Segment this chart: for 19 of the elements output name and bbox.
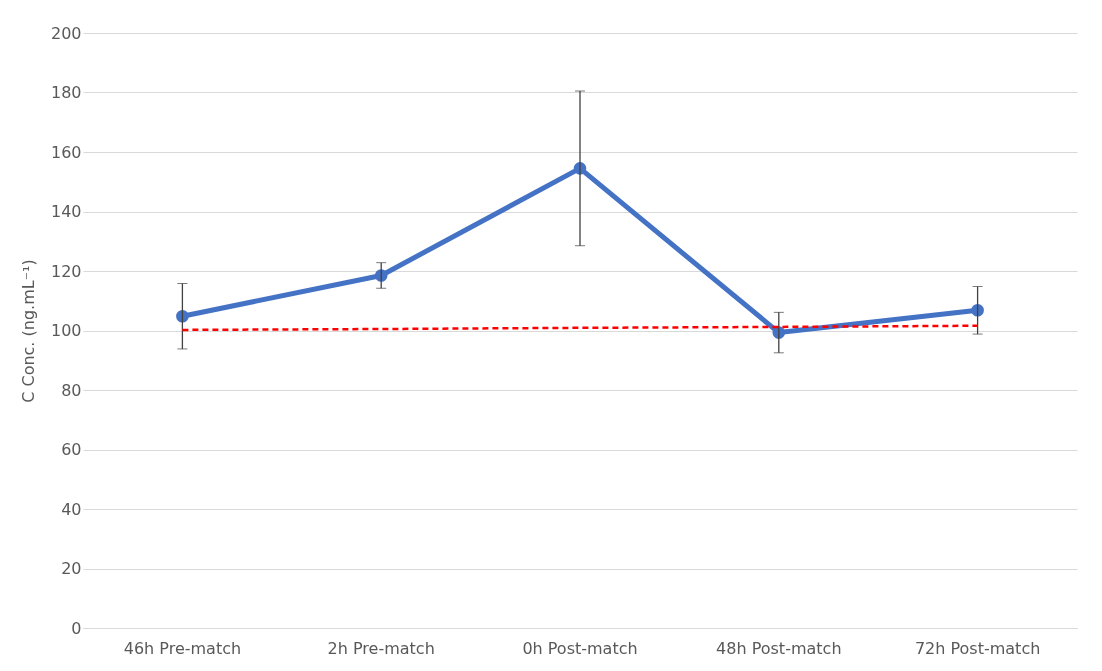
y-tick-label: 80 [61,380,82,400]
point [176,309,189,323]
y-tick-label: 160 [50,142,82,162]
y-tick-label: 100 [50,321,82,340]
x-tick-label: 0h Post-match [522,638,638,658]
y-tick-label: 200 [50,23,82,43]
y-tick-label: 120 [50,261,82,281]
y-tick-label: 20 [61,559,82,578]
y-tick-label: 180 [50,83,82,102]
y-axis-title: C Conc. (ng.mL⁻¹) [18,259,38,403]
y-tick-label: 0 [71,618,82,638]
y-tick-label: 140 [50,202,82,221]
y-tick-label: 40 [61,499,82,519]
x-tick-label: 2h Pre-match [327,638,435,658]
point [374,269,388,282]
x-tick-label: 46h Pre-match [123,638,242,658]
x-tick-label: 72h Post-match [914,638,1041,658]
x-tick-label: 48h Post-match [716,638,842,658]
y-tick-label: 60 [61,440,82,459]
